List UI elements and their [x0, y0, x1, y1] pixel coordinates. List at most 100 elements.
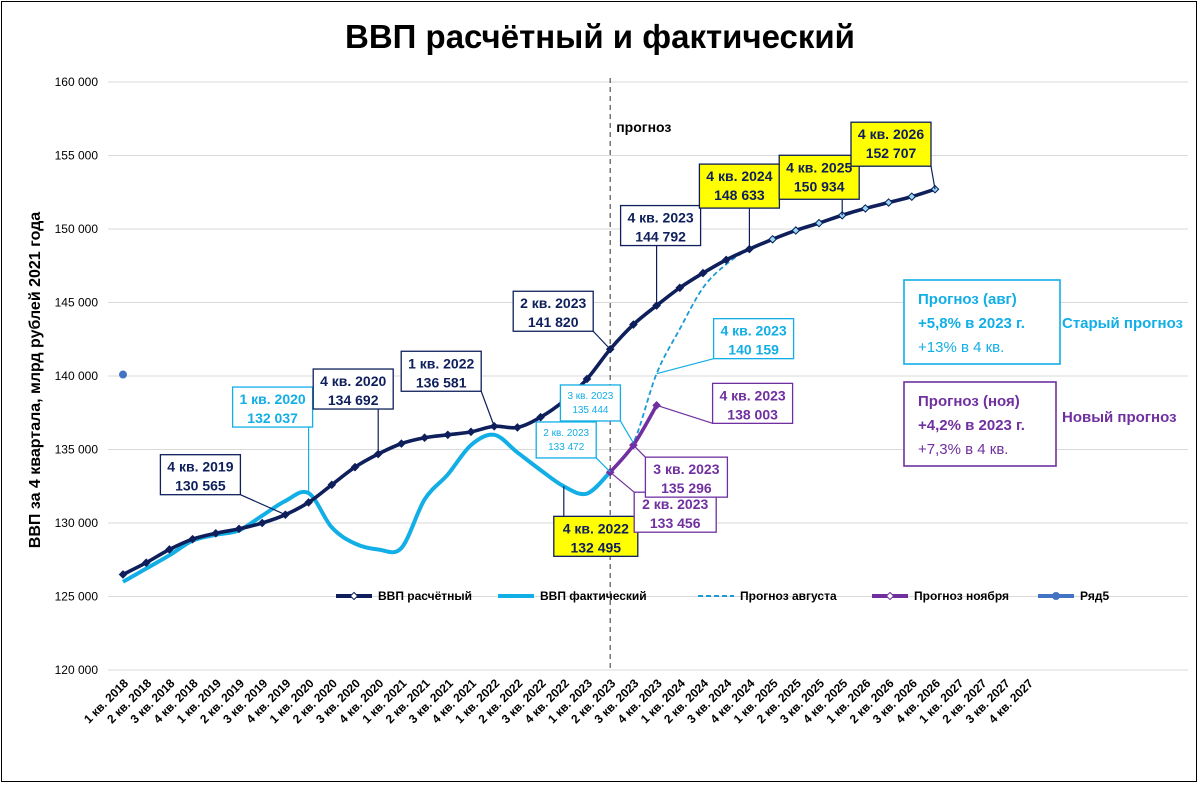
gridlines [108, 81, 1188, 671]
annotation-box [231, 386, 314, 428]
annotation-text: 2 кв. 2023 [543, 428, 589, 439]
legend-marker [349, 591, 359, 601]
annotation-text: 4 кв. 2023 [720, 323, 786, 339]
data-point [907, 192, 917, 201]
data-point [257, 518, 267, 528]
annotation-text: 140 159 [728, 342, 779, 358]
legend-label: ВВП расчётный [378, 589, 472, 603]
annotation-box [633, 491, 717, 533]
legend-marker [1052, 592, 1060, 600]
legend-item: Прогноз августа [698, 589, 837, 603]
annotation-text: 3 кв. 2023 [653, 461, 719, 477]
annotation-text: 1 кв. 2020 [239, 391, 305, 407]
annotation-leader [592, 330, 611, 350]
annotation-box [619, 204, 702, 247]
annotation-text: 150 934 [794, 178, 845, 194]
data-point [188, 534, 197, 544]
legend-label: Ряд5 [1080, 589, 1109, 603]
annotation-text: 133 456 [650, 515, 701, 531]
data-point [327, 480, 337, 490]
data-point [420, 433, 429, 443]
annotation-leader [480, 391, 495, 427]
annotation-text: 4 кв. 2019 [167, 459, 233, 475]
data-point [397, 439, 406, 448]
legend-item: Прогноз ноября [872, 589, 1009, 603]
data-point [814, 218, 824, 228]
data-point [141, 558, 151, 567]
data-point [652, 301, 661, 310]
forecast-box-text: +5,8% в 2023 г. [918, 315, 1025, 332]
annotation-text: 138 003 [727, 406, 778, 422]
annotation-box [850, 121, 932, 167]
annotation-text: 2 кв. 2023 [520, 295, 586, 311]
forecast-box-text: Прогноз (ноя) [918, 393, 1020, 410]
chart-title: ВВП расчётный и фактический [345, 18, 855, 55]
annotation-text: 130 565 [175, 478, 226, 494]
ryad5-point [119, 370, 127, 379]
annotation-box [553, 515, 639, 557]
data-point [211, 528, 221, 538]
data-point [466, 427, 476, 437]
data-point [582, 374, 592, 384]
forecast-box-text: +7,3% в 4 кв. [918, 441, 1008, 458]
annotation-text: 132 037 [247, 410, 298, 426]
y-tick-label: 125 000 [55, 590, 99, 604]
legend-marker [885, 591, 895, 601]
data-point [350, 462, 360, 472]
forecast-label: прогноз [616, 119, 671, 135]
annotation-leader [609, 471, 635, 493]
annotation-text: 132 495 [570, 539, 621, 555]
annotation-leader [656, 404, 713, 424]
annotation-box [644, 456, 729, 498]
annotations: 4 кв. 2019 130 565 1 кв. 2020 132 037 4 кв. … [159, 121, 936, 557]
data-point [629, 320, 638, 329]
annotation-text: 133 472 [548, 442, 585, 453]
series-line-0 [122, 187, 936, 577]
annotation-leader [595, 457, 611, 473]
annotation-text: 4 кв. 2026 [858, 126, 924, 142]
data-point [304, 498, 313, 507]
forecast-side-label: Новый прогноз [1062, 409, 1177, 426]
annotation-text: 4 кв. 2025 [786, 159, 852, 175]
data-point [721, 255, 731, 265]
legend-item: ВВП расчётный [336, 589, 472, 603]
data-point [745, 244, 754, 254]
annotation-box [778, 154, 860, 200]
annotation-text: 135 296 [661, 480, 712, 496]
annotation-text: 4 кв. 2020 [320, 373, 386, 389]
legend-item: ВВП фактический [498, 589, 647, 603]
data-point [118, 570, 128, 579]
annotation-box [535, 421, 597, 459]
annotation-text: 134 692 [328, 392, 379, 408]
annotation-text: 4 кв. 2023 [627, 210, 693, 226]
annotation-text: 4 кв. 2022 [563, 520, 629, 536]
legend: ВВП расчётный ВВП фактический Прогноз авгу… [336, 589, 1109, 603]
annotation-leader [656, 358, 714, 375]
y-tick-label: 160 000 [55, 75, 99, 89]
annotation-box [711, 382, 794, 425]
annotation-box [159, 454, 242, 496]
data-point [234, 524, 244, 534]
data-point [791, 226, 801, 235]
data-point [165, 545, 174, 554]
annotation-text: 141 820 [528, 314, 579, 330]
y-tick-label: 145 000 [55, 296, 99, 310]
legend-label: ВВП фактический [540, 589, 647, 603]
annotation-box [312, 368, 394, 410]
y-axis: 120 000 125 000 130 000 135 000 140 000 145 0… [55, 75, 99, 677]
legend-label: Прогноз августа [740, 589, 837, 603]
y-axis-label: ВВП за 4 квартала, млрд рублей 2021 года [27, 212, 44, 549]
forecast-side-label: Старый прогноз [1062, 315, 1183, 332]
legend-item: Ряд5 [1038, 589, 1109, 603]
annotation-text: 148 633 [714, 187, 765, 203]
annotation-text: 144 792 [635, 229, 686, 245]
data-point [698, 268, 708, 278]
forecast-box-text: +13% в 4 кв. [918, 339, 1004, 356]
annotation-text: 4 кв. 2023 [719, 387, 785, 403]
data-point [884, 198, 893, 207]
data-point [768, 234, 777, 244]
data-point [443, 430, 453, 440]
y-tick-label: 135 000 [55, 443, 99, 457]
